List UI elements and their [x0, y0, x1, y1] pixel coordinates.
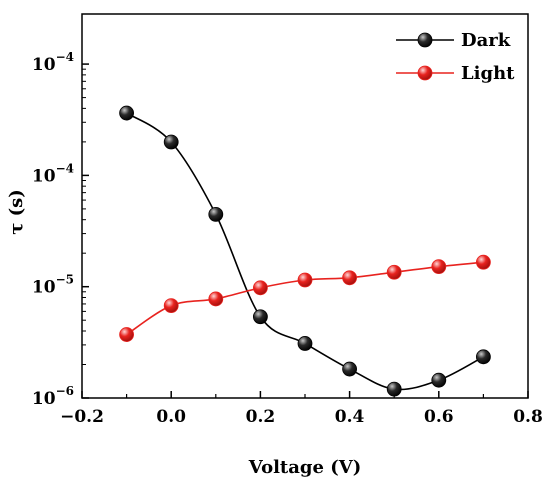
- series-layer: [119, 105, 491, 397]
- data-point-light: [475, 254, 491, 270]
- legend-marker-light: [417, 65, 433, 81]
- data-point-light: [386, 264, 402, 280]
- data-point-light: [252, 280, 268, 296]
- x-tick-label: 0.0: [156, 407, 186, 427]
- data-point-dark: [163, 134, 179, 150]
- x-tick-label: 0.6: [424, 407, 454, 427]
- data-point-dark: [342, 361, 358, 377]
- data-point-light: [163, 298, 179, 314]
- data-point-dark: [386, 381, 402, 397]
- legend-label-dark: Dark: [461, 30, 511, 51]
- data-point-light: [431, 259, 447, 275]
- legend-label-light: Light: [461, 63, 515, 84]
- legend-marker-dark: [417, 32, 433, 48]
- x-tick-label: 0.2: [246, 407, 276, 427]
- y-axis-title: τ (s): [6, 189, 27, 235]
- series-line-dark: [126, 112, 484, 391]
- data-point-dark: [119, 105, 134, 121]
- x-tick-label: −0.2: [60, 407, 104, 427]
- data-point-light: [119, 327, 134, 342]
- data-point-dark: [252, 309, 268, 325]
- data-point-light: [342, 270, 358, 286]
- legend: Dark Light: [396, 30, 515, 84]
- data-point-dark: [297, 336, 313, 351]
- y-tick-label: 10−5: [32, 273, 74, 298]
- y-tick-label: 10−4: [32, 161, 74, 186]
- x-axis-ticks: −0.2 0.0 0.2 0.4 0.6 0.8: [60, 391, 543, 427]
- data-point-dark: [431, 372, 447, 388]
- data-point-light: [208, 291, 224, 307]
- x-tick-label: 0.4: [335, 407, 365, 427]
- data-point-dark: [208, 206, 224, 222]
- y-tick-label: 10−4: [32, 50, 74, 75]
- y-axis-ticks: 10−6 10−5 10−4 10−4: [32, 50, 89, 409]
- data-point-dark: [475, 349, 491, 365]
- y-tick-label: 10−6: [32, 384, 74, 409]
- data-point-light: [297, 272, 313, 288]
- x-tick-label: 0.8: [513, 407, 543, 427]
- x-axis-title: Voltage (V): [248, 457, 361, 478]
